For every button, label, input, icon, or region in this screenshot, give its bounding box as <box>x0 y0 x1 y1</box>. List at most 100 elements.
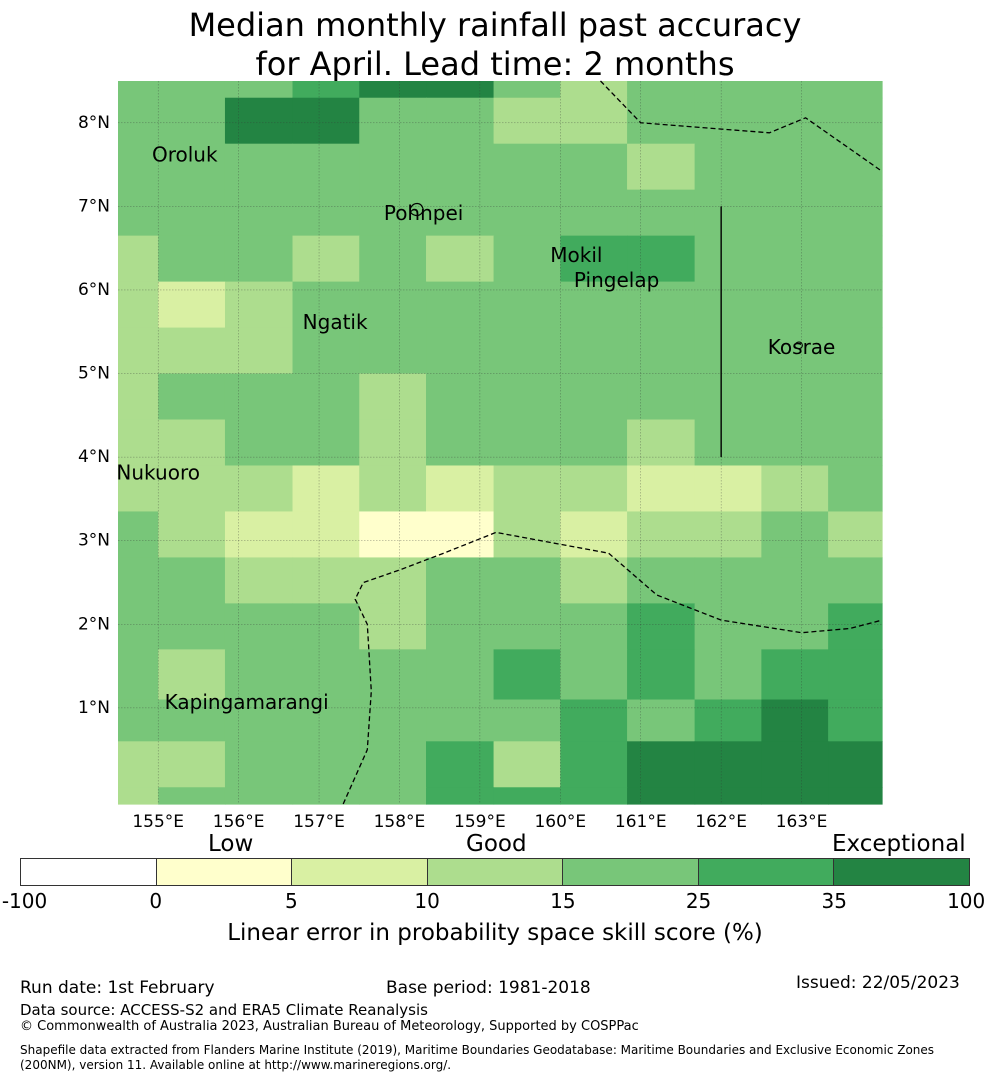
skill-cell <box>694 649 762 701</box>
skill-cell <box>761 419 829 467</box>
latitude-tick-label: 5°N <box>78 364 110 384</box>
skill-cell <box>158 465 226 513</box>
place-label: Kosrae <box>768 335 836 359</box>
title-line-1: Median monthly rainfall past accuracy <box>188 6 802 44</box>
place-label: Pingelap <box>574 268 659 292</box>
shapefile-credit-line-1: Shapefile data extracted from Flanders M… <box>20 1043 935 1057</box>
skill-cell <box>158 419 226 467</box>
skill-cell <box>560 327 628 375</box>
skill-cell <box>493 603 561 650</box>
skill-cell <box>158 741 226 788</box>
skill-cell <box>224 603 294 650</box>
colorbar-tick-label: 25 <box>685 889 712 913</box>
latitude-tick-label: 2°N <box>78 614 110 634</box>
colorbar-tick-label: 15 <box>550 889 576 913</box>
skill-cell <box>828 97 883 145</box>
skill-cell <box>118 327 159 375</box>
skill-cell <box>426 419 495 467</box>
skill-cell <box>493 741 561 788</box>
skill-cell <box>426 465 495 513</box>
skill-cell <box>426 603 495 650</box>
skill-cell <box>828 281 883 329</box>
skill-cell <box>158 235 226 283</box>
skill-cell <box>560 143 628 191</box>
title-line-2: for April. Lead time: 2 months <box>255 45 735 83</box>
skill-cell <box>292 787 360 805</box>
skill-cell <box>627 281 696 329</box>
skill-cell <box>493 81 561 99</box>
run-date: Run date: 1st February <box>20 978 215 998</box>
skill-cell <box>359 281 427 329</box>
skill-cell <box>224 373 294 421</box>
skill-cell <box>694 465 762 513</box>
skill-cell <box>761 235 829 283</box>
skill-cell <box>694 373 762 421</box>
skill-cell <box>426 649 495 701</box>
colorbar-segment <box>21 859 157 885</box>
skill-cell <box>627 419 696 467</box>
base-period: Base period: 1981-2018 <box>386 978 591 998</box>
skill-cell <box>560 373 628 421</box>
skill-cell <box>359 699 427 742</box>
skill-cell <box>828 649 883 701</box>
longitude-tick-label: 158°E <box>374 812 426 830</box>
skill-cell <box>761 741 829 788</box>
latitude-tick-label: 6°N <box>78 280 110 300</box>
skill-cell <box>158 557 226 604</box>
skill-cell <box>118 603 159 650</box>
skill-cell <box>828 699 883 742</box>
skill-cell <box>118 143 159 191</box>
longitude-tick-label: 163°E <box>776 812 828 830</box>
skill-cell <box>292 189 360 237</box>
place-label: Ngatik <box>303 310 368 334</box>
colorbar-tick-label: 5 <box>285 889 298 913</box>
skill-cell <box>292 557 360 604</box>
issued-date: Issued: 22/05/2023 <box>796 973 960 993</box>
skill-cell <box>292 327 360 375</box>
skill-cell <box>761 699 829 742</box>
skill-cell <box>118 465 159 513</box>
longitude-tick-label: 155°E <box>132 812 184 830</box>
skill-cell <box>761 649 829 701</box>
skill-cell <box>560 603 628 650</box>
skill-cell <box>761 465 829 513</box>
skill-cell <box>761 511 829 559</box>
skill-cell <box>359 465 427 513</box>
colorbar-tick-label: -100 <box>1 889 48 913</box>
skill-cell <box>158 511 226 559</box>
skill-cell <box>158 787 226 805</box>
skill-cell <box>118 81 159 99</box>
skill-cell <box>426 189 495 237</box>
longitude-tick-label: 157°E <box>293 812 345 830</box>
graticule <box>118 81 882 804</box>
skill-cell <box>224 189 294 237</box>
place-label: Pohnpei <box>384 201 464 225</box>
skill-cell <box>694 143 762 191</box>
skill-cell <box>359 373 427 421</box>
skill-cell <box>694 603 762 650</box>
skill-cell <box>118 189 159 237</box>
skill-cell <box>627 81 696 99</box>
kosrae-island-outline <box>794 341 803 350</box>
skill-cell <box>359 81 427 99</box>
skill-cell <box>292 81 360 99</box>
skill-cell <box>627 373 696 421</box>
skill-cell <box>118 699 159 742</box>
skill-cell <box>158 373 226 421</box>
skill-cell <box>627 189 696 237</box>
skill-cell <box>761 143 829 191</box>
skill-cell <box>426 699 495 742</box>
skill-cell <box>359 741 427 788</box>
latitude-tick-label: 3°N <box>78 531 110 551</box>
skill-cell <box>359 787 427 805</box>
latitude-tick-label: 8°N <box>78 113 110 133</box>
skill-cell <box>292 465 360 513</box>
skill-cell <box>560 189 628 237</box>
skill-cell <box>426 81 495 99</box>
latitude-tick-label: 1°N <box>78 698 110 718</box>
skill-cell <box>694 97 762 145</box>
colorbar-tick-label: 100 <box>947 889 986 913</box>
skill-cell <box>761 81 829 99</box>
skill-cell <box>560 419 628 467</box>
skill-cell <box>828 143 883 191</box>
